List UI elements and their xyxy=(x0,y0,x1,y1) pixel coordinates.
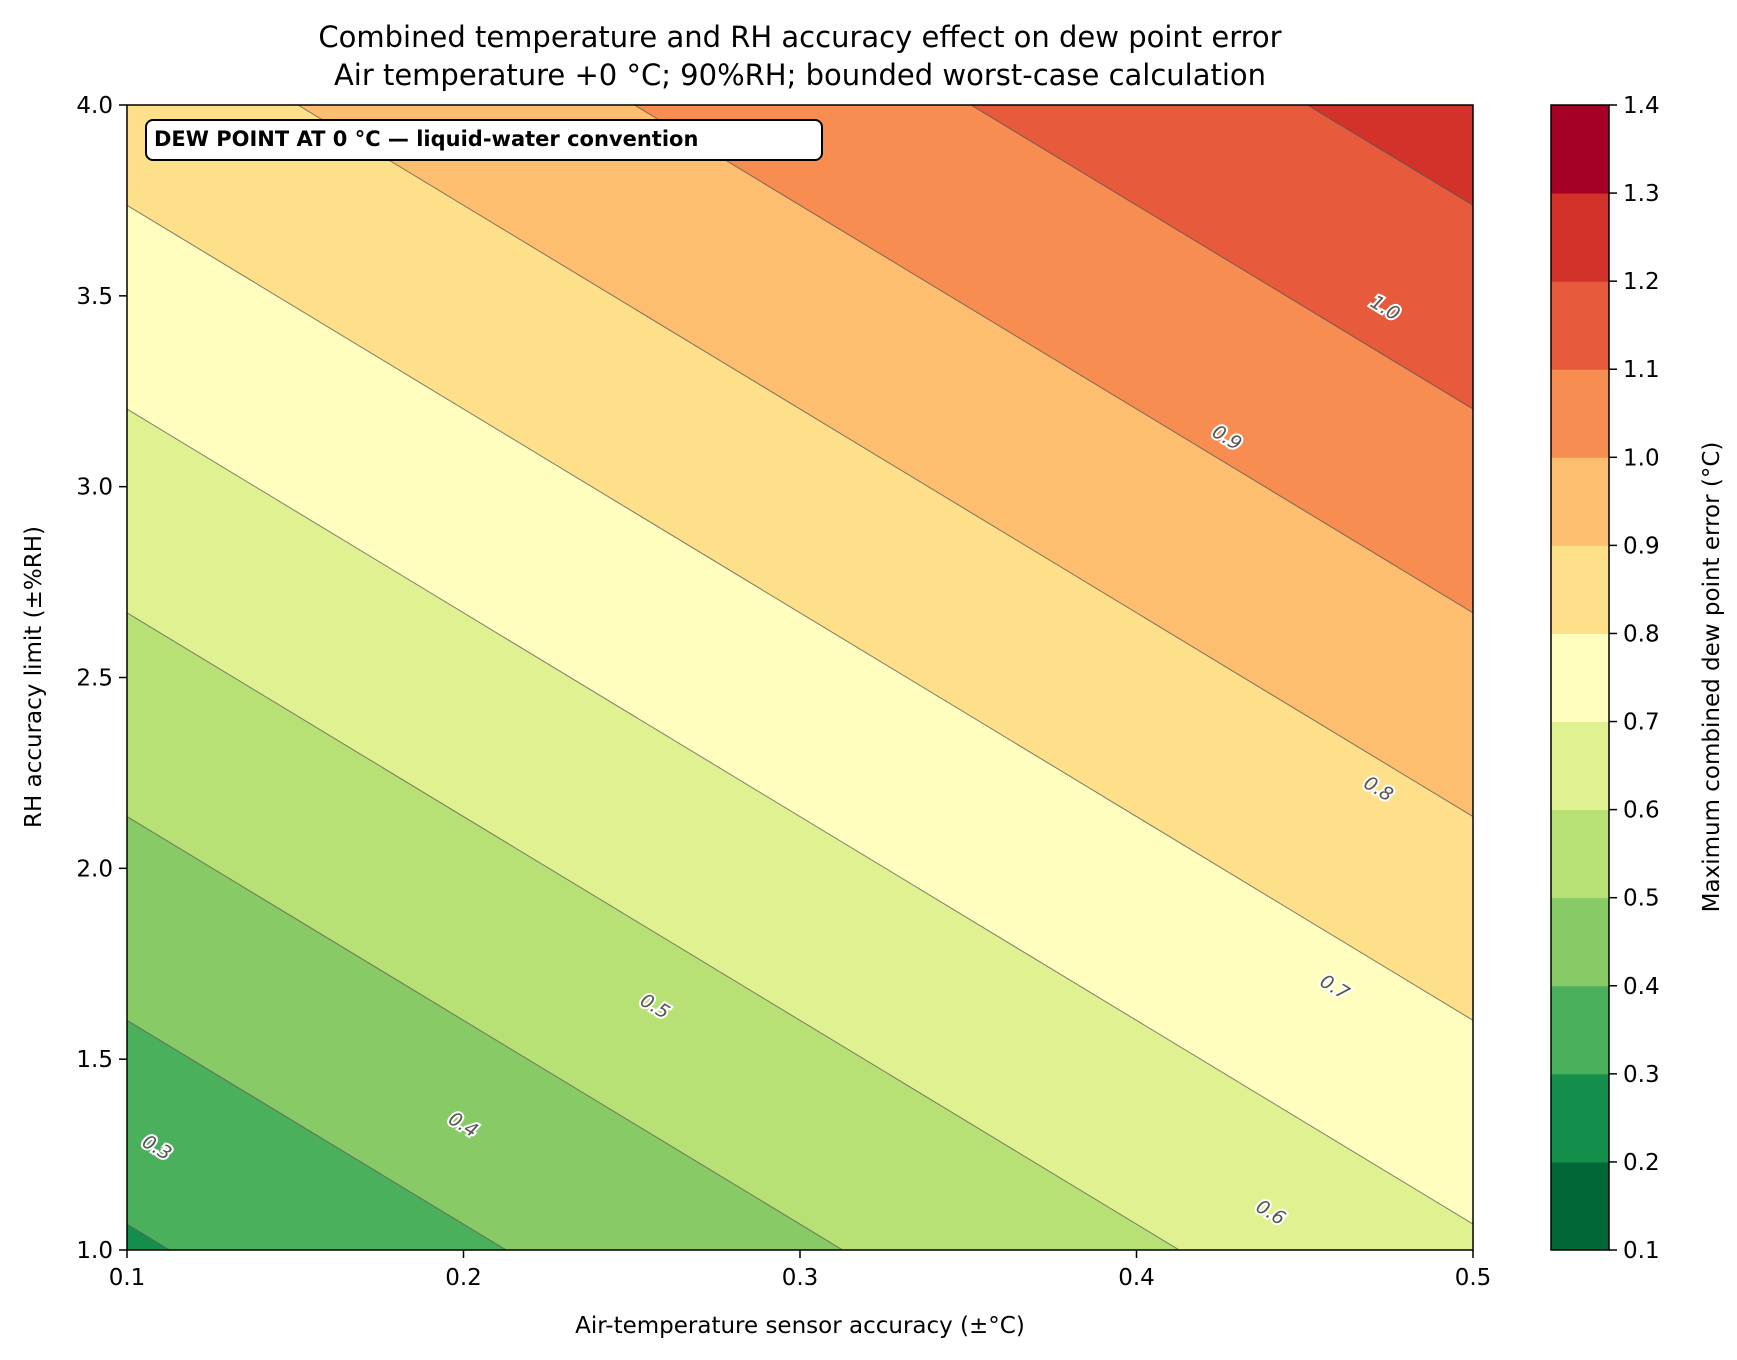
colorbar-tick-label-2: 0.3 xyxy=(1623,1062,1660,1088)
colorbar-swatch-5 xyxy=(1551,721,1609,811)
contour-line-0.5 xyxy=(127,816,843,1250)
colorbar-swatch-3 xyxy=(1551,897,1609,987)
y-tick-label-2: 2.0 xyxy=(76,856,113,882)
colorbar-swatch-7 xyxy=(1551,545,1609,634)
colorbar: 0.1 0.2 0.3 0.4 0.5 0.6 0.7 0.8 0.9 1.0 1.1 1.2 1.3 1… xyxy=(1550,93,1660,1264)
contour-line-0.3 xyxy=(127,1223,170,1250)
annotation-box: DEW POINT AT 0 °C — liquid-water convent… xyxy=(145,119,823,161)
y-axis-label: RH accuracy limit (±%RH) xyxy=(21,526,47,828)
colorbar-tick-label-13: 1.4 xyxy=(1623,93,1660,119)
colorbar-swatch-8 xyxy=(1551,457,1609,546)
colorbar-swatch-0 xyxy=(1551,1161,1609,1251)
x-tick-label-0: 0.1 xyxy=(109,1265,146,1291)
colorbar-tick-label-4: 0.5 xyxy=(1623,886,1660,912)
colorbar-tick-label-7: 0.8 xyxy=(1623,621,1660,647)
colorbar-tick-label-0: 0.1 xyxy=(1623,1238,1660,1264)
x-tick-label-3: 0.4 xyxy=(1118,1265,1155,1291)
plot-area: 0.30.40.50.60.70.80.91.0 0.1 0.2 0.3 0.4 0.5… xyxy=(76,93,1491,1291)
y-tick-label-4: 3.0 xyxy=(76,475,113,501)
colorbar-swatch-12 xyxy=(1551,105,1609,194)
contour-line-0.4 xyxy=(127,1019,507,1250)
contour-line-0.8 xyxy=(127,204,1473,1021)
colorbar-label: Maximum combined dew point error (°C) xyxy=(1699,442,1725,913)
x-tick-label-1: 0.2 xyxy=(445,1265,482,1291)
contour-line-1.1 xyxy=(970,105,1473,410)
y-tick-label-6: 4.0 xyxy=(76,93,113,119)
colorbar-swatch-10 xyxy=(1551,281,1609,370)
contour-line-0.7 xyxy=(127,408,1473,1225)
colorbar-swatch-11 xyxy=(1551,193,1609,282)
contour-line-1.2 xyxy=(1307,105,1473,206)
y-tick-label-3: 2.5 xyxy=(76,666,113,692)
contour-line-0.6 xyxy=(127,612,1180,1250)
y-axis: 1.0 1.5 2.0 2.5 3.0 3.5 4.0 xyxy=(76,93,127,1264)
y-tick-label-1: 1.5 xyxy=(76,1047,113,1073)
colorbar-tick-label-9: 1.0 xyxy=(1623,445,1660,471)
contour-lines xyxy=(127,105,1473,1250)
x-axis-label: Air-temperature sensor accuracy (±°C) xyxy=(575,1313,1025,1339)
colorbar-tick-label-12: 1.3 xyxy=(1623,181,1660,207)
colorbar-swatch-6 xyxy=(1551,633,1609,723)
chart-title: Combined temperature and RH accuracy eff… xyxy=(318,20,1281,54)
colorbar-swatch-9 xyxy=(1551,369,1609,458)
colorbar-tick-label-11: 1.2 xyxy=(1623,269,1660,295)
colorbar-tick-label-6: 0.7 xyxy=(1623,710,1660,736)
x-axis: 0.1 0.2 0.3 0.4 0.5 xyxy=(109,1250,1492,1291)
x-tick-label-2: 0.3 xyxy=(782,1265,819,1291)
colorbar-swatch-1 xyxy=(1551,1073,1609,1163)
colorbar-tick-label-8: 0.9 xyxy=(1623,533,1660,559)
y-tick-label-0: 1.0 xyxy=(76,1238,113,1264)
colorbar-tick-label-3: 0.4 xyxy=(1623,974,1660,1000)
colorbar-tick-label-5: 0.6 xyxy=(1623,798,1660,824)
x-tick-label-4: 0.5 xyxy=(1455,1265,1492,1291)
colorbar-swatch-2 xyxy=(1551,985,1609,1075)
colorbar-frame xyxy=(1550,104,1610,1251)
contour-line-1 xyxy=(634,105,1473,614)
chart-subtitle: Air temperature +0 °C; 90%RH; bounded wo… xyxy=(334,58,1266,92)
colorbar-tick-label-1: 0.2 xyxy=(1623,1150,1660,1176)
contour-line-0.9 xyxy=(297,105,1473,818)
annotation-text: DEW POINT AT 0 °C — liquid-water convent… xyxy=(154,127,698,151)
colorbar-swatch-4 xyxy=(1551,809,1609,899)
colorbar-tick-label-10: 1.1 xyxy=(1623,357,1660,383)
contour-regions xyxy=(127,105,1473,1250)
y-tick-label-5: 3.5 xyxy=(76,284,113,310)
